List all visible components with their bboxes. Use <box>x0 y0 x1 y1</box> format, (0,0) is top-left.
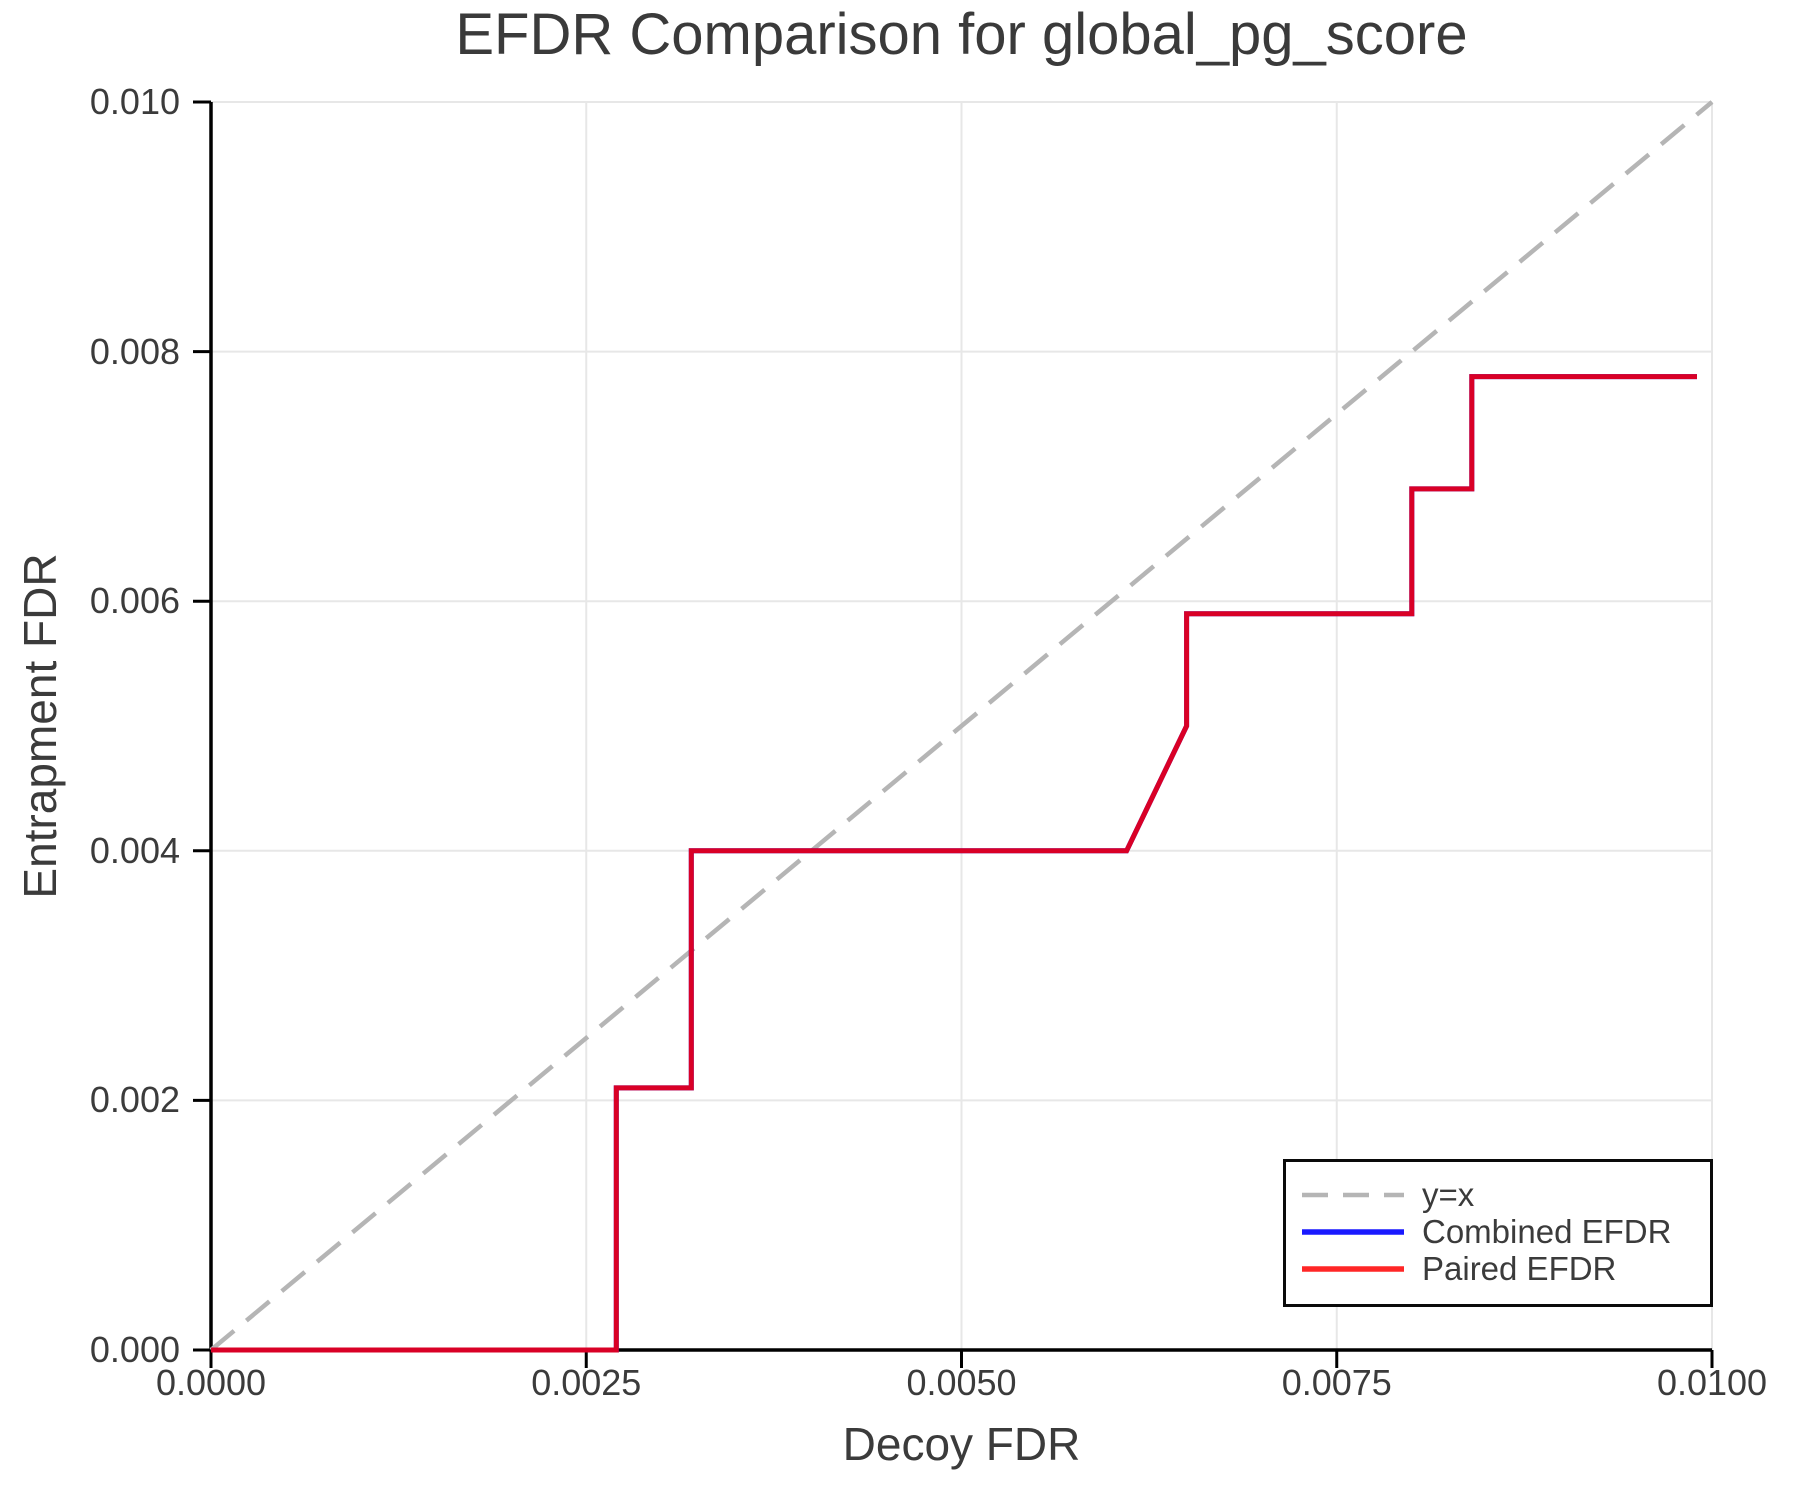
x-tick-label: 0.0025 <box>531 1362 642 1403</box>
chart-title: EFDR Comparison for global_pg_score <box>455 2 1468 67</box>
y-tick-label: 0.004 <box>89 829 180 871</box>
y-tick-label: 0.008 <box>89 330 180 372</box>
series-line-paired-efdr <box>211 374 1697 1353</box>
y-tick-label: 0.006 <box>89 580 180 622</box>
x-tick-label: 0.0075 <box>1281 1362 1392 1403</box>
y-tick-label: 0.010 <box>89 81 180 122</box>
x-tick-label: 0.0000 <box>155 1362 267 1403</box>
x-tick-label: 0.0100 <box>1656 1362 1768 1403</box>
red-line-icon <box>1302 1265 1404 1272</box>
series-line-y-x <box>209 100 1714 1352</box>
legend: y=x Combined EFDR Paired EFDR <box>1283 1159 1713 1307</box>
x-axis-label: Decoy FDR <box>842 1418 1081 1470</box>
legend-entry-paired-efdr: Paired EFDR <box>1302 1250 1710 1287</box>
legend-entry-combined-efdr: Combined EFDR <box>1302 1213 1710 1250</box>
legend-entry-identity: y=x <box>1302 1176 1710 1213</box>
y-tick-label: 0.000 <box>89 1329 180 1370</box>
dashed-line-icon <box>1302 1192 1404 1197</box>
y-axis-label: Entrapment FDR <box>14 553 66 899</box>
legend-label-combined-efdr: Combined EFDR <box>1422 1212 1672 1250</box>
x-tick-label: 0.0050 <box>906 1362 1017 1403</box>
legend-label-identity: y=x <box>1422 1175 1475 1213</box>
legend-label-paired-efdr: Paired EFDR <box>1422 1249 1617 1287</box>
blue-line-icon <box>1302 1228 1404 1235</box>
y-tick-label: 0.002 <box>89 1079 180 1121</box>
